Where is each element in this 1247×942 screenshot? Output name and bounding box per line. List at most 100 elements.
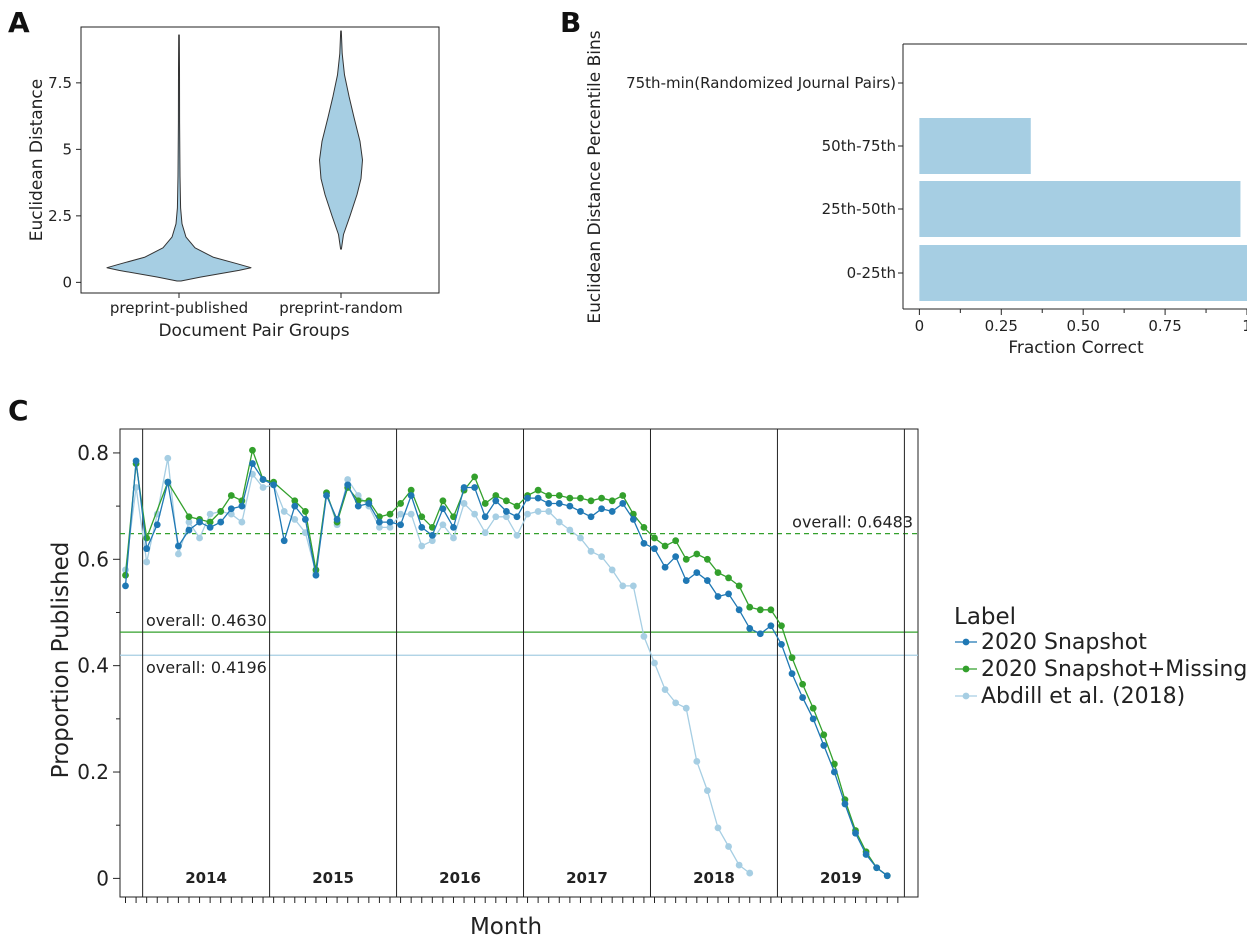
c-series-point — [397, 510, 404, 518]
c-series-Abdill et al. (2018) — [122, 454, 754, 877]
panel-c-y-label: Proportion Published — [48, 542, 74, 779]
c-series-point — [206, 523, 214, 531]
c-series-point — [735, 861, 743, 869]
c-series-point — [450, 513, 457, 521]
c-series-point — [143, 534, 151, 542]
c-series-point — [291, 516, 299, 523]
c-series-point — [545, 500, 553, 507]
c-series-point — [873, 864, 881, 872]
c-series-point — [651, 659, 658, 667]
panel-a-frame — [80, 26, 440, 294]
c-series-point — [841, 800, 849, 808]
c-series-point — [301, 508, 309, 515]
c-series-point — [175, 550, 182, 558]
c-series-point — [820, 742, 828, 749]
panel-b-bars — [919, 118, 1247, 301]
a-y-tick-label: 2.5 — [48, 207, 72, 225]
c-series-point — [661, 563, 669, 571]
c-series-point — [767, 606, 775, 614]
c-series-point — [555, 492, 563, 499]
c-series-point — [471, 510, 479, 518]
panel-b-y-ticks: 0-25th 25th-50th 50th-75th 75th-min(Randomi… — [626, 74, 903, 282]
panel-b-y-label: Euclidean Distance Percentile Bins — [585, 30, 605, 323]
b-bar — [919, 245, 1247, 301]
c-series-point — [354, 502, 362, 510]
c-year-label: 2014 — [185, 869, 227, 887]
c-series-point — [397, 500, 404, 507]
c-series-point — [323, 492, 330, 499]
c-series-point — [259, 484, 267, 491]
c-series-point — [608, 566, 616, 574]
c-series-point — [577, 534, 584, 542]
c-series-point — [862, 851, 870, 858]
panel-c-frame — [119, 428, 919, 898]
c-series-point — [640, 523, 648, 531]
c-year-label: 2017 — [566, 869, 608, 887]
c-series-point — [714, 593, 722, 600]
c-series-point — [608, 497, 616, 505]
panel-b-x-label: Fraction Correct — [1008, 338, 1144, 358]
c-series-point — [555, 518, 563, 526]
c-series-point — [164, 478, 172, 486]
panel-letter-a: A — [8, 6, 30, 39]
c-series-point — [756, 606, 764, 614]
c-series-point — [132, 457, 140, 465]
c-series-point — [714, 569, 722, 576]
c-series-point — [397, 521, 404, 529]
c-series-point — [661, 542, 669, 550]
c-overall-label: overall: 0.4630 — [146, 611, 267, 630]
b-x-tick-label: 0.75 — [1148, 317, 1181, 335]
c-series-point — [640, 539, 648, 547]
c-series-point — [587, 513, 595, 521]
legend-marker — [962, 692, 970, 700]
c-series-point — [524, 510, 531, 518]
c-series-point — [460, 484, 468, 491]
c-series-point — [502, 508, 510, 515]
c-series-point — [227, 492, 235, 499]
c-series-point — [217, 508, 225, 515]
c-series-point — [714, 824, 722, 832]
c-series-point — [481, 513, 489, 521]
panel-letter-c: C — [8, 394, 29, 427]
c-series-point — [682, 555, 690, 563]
c-series-point — [651, 534, 658, 542]
c-series-point — [175, 542, 182, 550]
c-series-point — [704, 577, 711, 584]
a-violin-preprint-random — [319, 30, 363, 250]
c-series-2020 Snapshot — [122, 457, 891, 880]
c-series-point — [830, 768, 838, 776]
c-series-point — [471, 484, 479, 491]
c-y-tick-label: 0.2 — [77, 760, 109, 784]
c-series-point — [502, 513, 510, 521]
c-series-point — [492, 513, 500, 521]
c-series-point — [746, 603, 754, 611]
c-series-point — [534, 486, 542, 494]
b-y-tick-label: 50th-75th — [822, 137, 896, 155]
a-violin-preprint-published — [106, 34, 252, 282]
panel-a-y-label: Euclidean Distance — [27, 79, 47, 242]
c-series-point — [704, 787, 711, 795]
c-series-point — [513, 513, 521, 521]
c-series-point — [481, 500, 489, 507]
c-series-point — [788, 654, 796, 662]
c-series-point — [238, 502, 246, 510]
c-series-point — [534, 494, 542, 502]
panel-c-y-ticks: 0 0.2 0.4 0.6 0.8 — [77, 441, 120, 890]
c-series-point — [291, 497, 299, 505]
c-year-label: 2018 — [693, 869, 735, 887]
c-series-point — [227, 505, 235, 513]
c-series-point — [767, 622, 775, 630]
c-series-point — [185, 526, 193, 534]
c-series-point — [693, 569, 701, 576]
c-y-tick-label: 0.4 — [77, 654, 109, 678]
b-y-tick-label: 25th-50th — [822, 200, 896, 218]
c-series-point — [619, 582, 627, 590]
c-series-point — [460, 500, 468, 507]
panel-c-x-label: Month — [470, 914, 542, 940]
c-series-point — [439, 505, 447, 513]
c-series-point — [725, 843, 732, 850]
b-bar — [919, 118, 1031, 174]
c-series-point — [280, 508, 288, 515]
c-series-point — [778, 640, 785, 648]
